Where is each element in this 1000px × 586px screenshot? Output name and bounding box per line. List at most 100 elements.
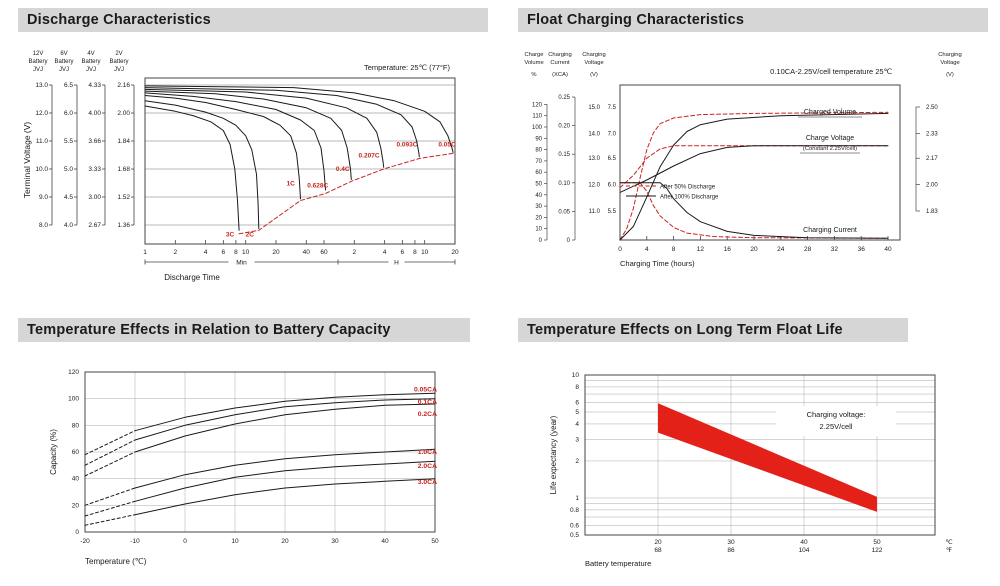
y-tick-label: 0 — [75, 529, 79, 536]
annotation: (Constant 2.25V/cell) — [803, 146, 857, 152]
annotation: Charged Volume — [804, 109, 856, 116]
x-tick-label: 0 — [618, 246, 622, 253]
curve-label: 1C — [287, 181, 296, 188]
y-tick-label: 0.25 — [558, 95, 570, 101]
axis-header: Charging — [548, 52, 572, 58]
x-axis-title: Battery temperature — [585, 559, 651, 568]
series-0.2CA-dashed — [84, 451, 136, 477]
series-1.0CA-dashed — [84, 487, 136, 506]
axis-header: Charging — [938, 52, 962, 58]
x-tick-label: 40 — [381, 538, 389, 545]
y-tick-label: 5.5 — [608, 209, 617, 215]
y-tick-label: 90 — [535, 136, 542, 142]
capacity-chart: 0 20 40 60 80 100 120 -20 -10 0 10 20 30 40 50 0.05CA 0.… — [49, 369, 439, 566]
axis-header: JVJ — [59, 67, 69, 73]
y-tick-label: 20 — [535, 215, 542, 221]
axis-header: Volume — [524, 60, 543, 66]
axis-header: JVJ — [114, 67, 124, 73]
y-tick-label: 12.0 — [35, 110, 48, 117]
series-charged-volume-100 — [619, 112, 889, 241]
y-tick-label: 6.5 — [64, 82, 73, 89]
series-0.4C — [144, 90, 352, 180]
y-tick-label: 1.36 — [117, 222, 130, 229]
plot-frame — [84, 371, 436, 533]
y-tick-label: 4.00 — [88, 110, 101, 117]
y-tick-label: 6 — [575, 399, 579, 406]
axis-header: (XCA) — [552, 72, 568, 78]
x-tick-label: 4 — [645, 246, 649, 253]
y-tick-label: 13.0 — [35, 82, 48, 89]
x-tick-label: 28 — [804, 246, 812, 253]
series-1C — [144, 95, 301, 200]
x-axis-title: Temperature (℃) — [85, 557, 147, 566]
axis-header: Battery — [109, 59, 128, 65]
y-tick-label: 3.33 — [88, 166, 101, 173]
x-tick-label: 20 — [281, 538, 289, 545]
float-charging-chart: Charge Volume% Charging Current (XCA) Chargin… — [524, 52, 962, 268]
y-tick-label: 3.00 — [88, 194, 101, 201]
x-tick-label: 0 — [183, 538, 187, 545]
y-tick-label: 1 — [575, 495, 579, 502]
x-tick-label: 6 — [401, 249, 405, 256]
discharge-chart: 12VBatteryJVJ13.012.011.010.09.08.06VBat… — [22, 51, 459, 282]
y-tick-label: 2.00 — [117, 110, 130, 117]
annotation: Charging Current — [803, 227, 857, 234]
axis-header: (V) — [590, 72, 598, 78]
y-tick-label: 2.00 — [926, 183, 938, 189]
curve-label: 0.05C — [438, 141, 456, 148]
panel-capacity: 0 20 40 60 80 100 120 -20 -10 0 10 20 30 40 50 0.05CA 0.… — [0, 310, 500, 586]
series-label: 1.0CA — [418, 449, 437, 456]
y-tick-label: 5.5 — [64, 138, 73, 145]
x-tick-label: 122 — [872, 547, 883, 554]
axis-header: JVJ — [33, 67, 43, 73]
y-tick-label: 3.66 — [88, 138, 101, 145]
series-label: 0.05CA — [414, 386, 437, 393]
x-tick-label: 8 — [413, 249, 417, 256]
x-tick-label: 24 — [777, 246, 785, 253]
x-tick-label: 1 — [143, 249, 147, 256]
y-tick-label: 4 — [575, 421, 579, 428]
y-tick-label: 0.5 — [570, 532, 579, 539]
panel-float-charging: Charge Volume% Charging Current (XCA) Chargin… — [500, 0, 1000, 310]
series-label: 3.0CA — [418, 479, 437, 486]
section-title: Temperature Effects in Relation to Batte… — [27, 322, 391, 338]
axis-header: % — [531, 72, 536, 78]
y-tick-label: 10 — [535, 227, 542, 233]
x-tick-label: 32 — [831, 246, 839, 253]
x-tick-label: 20 — [451, 249, 459, 256]
axis-header: Battery — [54, 59, 73, 65]
x-unit-label: Min — [236, 260, 247, 267]
y-axis-title: Capacity (%) — [49, 429, 58, 475]
legend-label: After 50% Discharge — [660, 185, 716, 191]
curve-label: 0.4C — [336, 166, 350, 173]
x-tick-label: 2 — [353, 249, 357, 256]
y-tick-label: 3 — [575, 436, 579, 443]
section-title: Float Charging Characteristics — [527, 12, 745, 28]
x-tick-label: 4 — [204, 249, 208, 256]
x-tick-label: 50 — [873, 539, 881, 546]
y-tick-label: 6.0 — [64, 110, 73, 117]
series-charge-voltage-100 — [619, 145, 889, 193]
series-charge-voltage-50 — [619, 145, 889, 189]
y-tick-label: 50 — [535, 182, 542, 188]
series-label: 0.2CA — [418, 411, 437, 418]
curve-label: 0.207C — [359, 153, 380, 160]
plot-frame — [144, 77, 456, 245]
axis-header: Voltage — [940, 60, 959, 66]
axis-header: 4V — [87, 51, 94, 57]
y-tick-label: 10 — [572, 372, 580, 379]
x-tick-label: 6 — [222, 249, 226, 256]
x-tick-label: 8 — [672, 246, 676, 253]
y-tick-label: 4.33 — [88, 82, 101, 89]
x-tick-label: 20 — [272, 249, 280, 256]
y-tick-label: 30 — [535, 204, 542, 210]
annotation: Charging voltage: — [807, 410, 866, 419]
y-tick-label: 0 — [539, 238, 543, 244]
x-tick-label: 10 — [421, 249, 429, 256]
y-tick-label: 80 — [535, 148, 542, 154]
axis-header: Voltage — [584, 60, 603, 66]
y-tick-label: 1.68 — [117, 166, 130, 173]
series-0.2CA — [134, 403, 436, 453]
axis-header: Battery — [81, 59, 100, 65]
y-tick-label: 120 — [68, 369, 79, 376]
